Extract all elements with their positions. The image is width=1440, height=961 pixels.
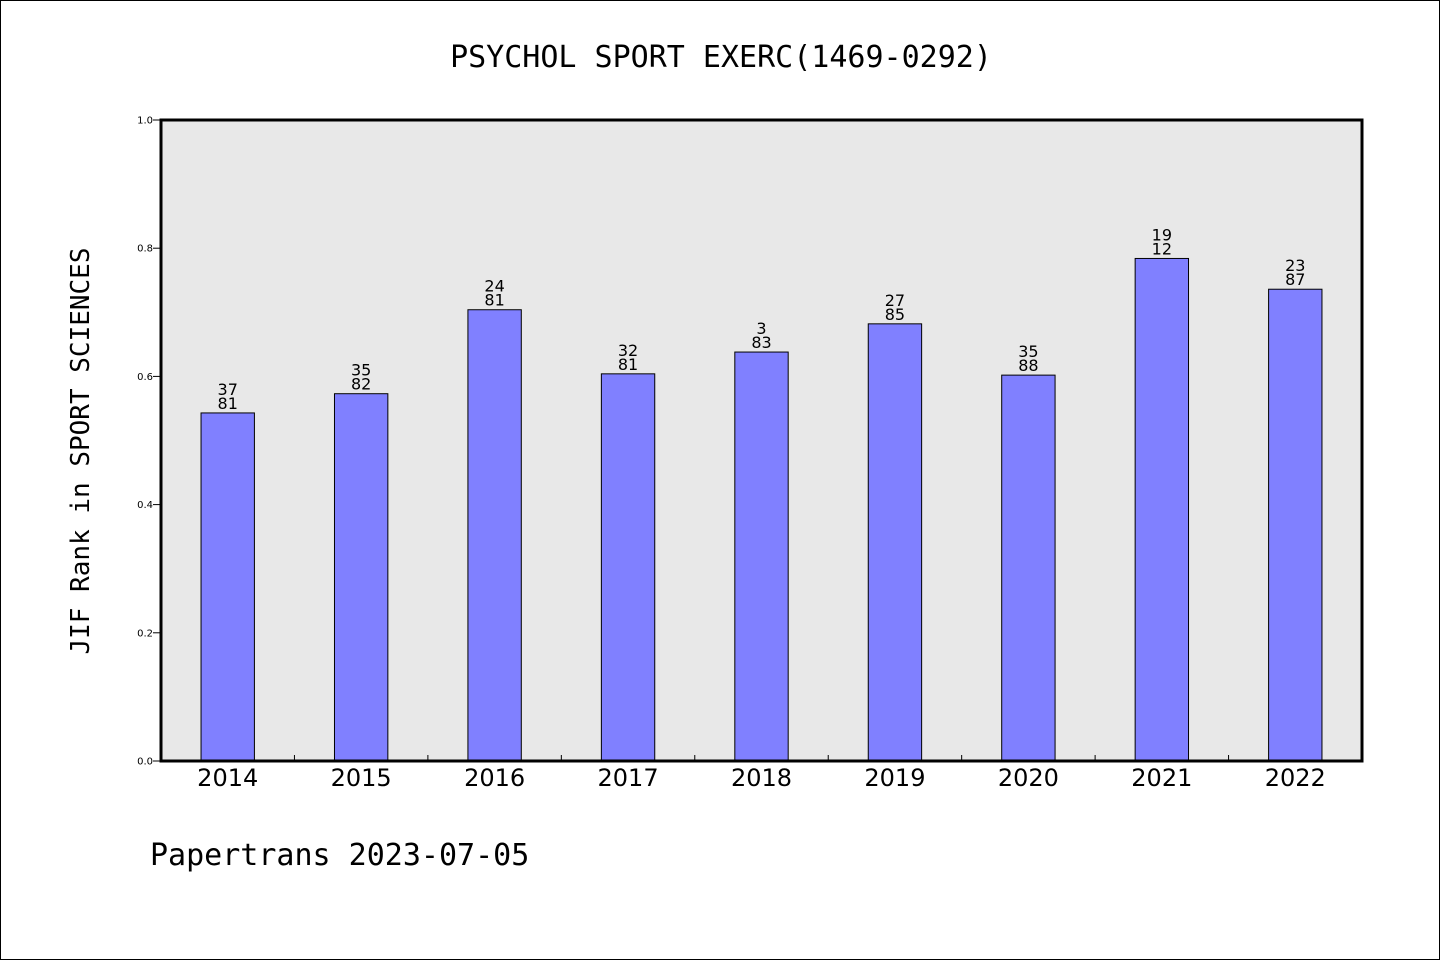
bar xyxy=(1134,257,1190,762)
y-axis-label: JIF Rank in SPORT SCIENCES xyxy=(66,248,96,655)
data-label: 27 xyxy=(885,291,905,310)
x-tick-label: 2015 xyxy=(331,764,392,792)
data-label: 3 xyxy=(756,319,766,338)
data-label: 37 xyxy=(218,380,238,399)
y-tick-label: 0.4 xyxy=(137,500,153,511)
data-label: 19 xyxy=(1152,225,1172,244)
data-label: 81 xyxy=(218,394,238,413)
y-tick-label: 0.2 xyxy=(137,628,153,639)
chart-marks: 0.00.20.40.60.81.03781201435822015248120… xyxy=(137,116,1326,793)
data-label: 12 xyxy=(1152,239,1172,258)
y-tick-label: 0.8 xyxy=(137,244,153,255)
y-tick-label: 0.6 xyxy=(137,372,153,383)
data-label: 87 xyxy=(1285,270,1305,289)
data-label: 81 xyxy=(484,291,504,310)
data-label: 85 xyxy=(885,305,905,324)
x-tick-label: 2018 xyxy=(731,764,792,792)
x-tick-label: 2022 xyxy=(1265,764,1326,792)
data-label: 24 xyxy=(484,277,504,296)
data-label: 35 xyxy=(1018,342,1038,361)
data-label: 23 xyxy=(1285,256,1305,275)
bar xyxy=(1268,288,1323,762)
bar xyxy=(1001,374,1056,762)
bar xyxy=(867,323,923,762)
data-label: 81 xyxy=(618,355,638,374)
data-label: 35 xyxy=(351,361,371,380)
footer-text: Papertrans 2023-07-05 xyxy=(150,838,529,873)
data-label: 82 xyxy=(351,375,371,394)
data-label: 83 xyxy=(751,333,771,352)
x-tick-label: 2020 xyxy=(998,764,1059,792)
x-tick-label: 2017 xyxy=(598,764,659,792)
bar xyxy=(333,393,389,762)
chart-title: PSYCHOL SPORT EXERC(1469-0292) xyxy=(450,40,992,75)
bar xyxy=(734,351,789,762)
bar xyxy=(200,412,255,762)
x-tick-label: 2014 xyxy=(197,764,258,792)
y-tick-label: 0.0 xyxy=(137,757,153,768)
data-label: 32 xyxy=(618,341,638,360)
x-tick-label: 2019 xyxy=(864,764,925,792)
y-tick-label: 1.0 xyxy=(137,116,153,127)
data-label: 88 xyxy=(1018,356,1038,375)
bar xyxy=(600,373,656,762)
x-tick-label: 2016 xyxy=(464,764,525,792)
x-tick-label: 2021 xyxy=(1131,764,1192,792)
bar xyxy=(467,309,522,762)
plot-border xyxy=(159,118,1364,763)
